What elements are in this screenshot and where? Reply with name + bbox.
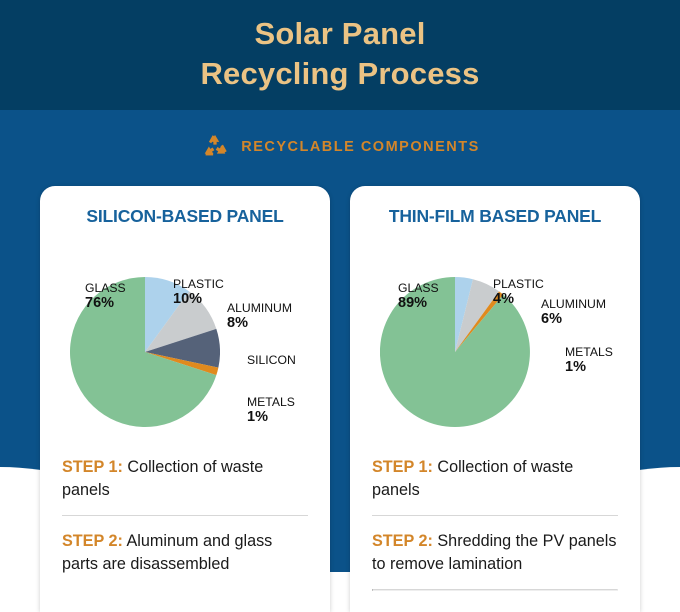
pie-label-aluminum: ALUMINUM 8%	[227, 301, 292, 333]
panel-cards-container: SILICON-BASED PANEL GLASS	[0, 186, 680, 612]
step-label: STEP 2:	[62, 532, 123, 550]
steps-list: STEP 1: Collection of waste panels STEP …	[350, 442, 640, 591]
step-text: Collection of waste panels	[62, 458, 264, 499]
step-label: STEP 1:	[62, 458, 123, 476]
pie-label-glass: GLASS 76%	[85, 281, 126, 313]
subtitle-row: RECYCLABLE COMPONENTS	[0, 132, 680, 162]
pie-label-aluminum: ALUMINUM 6%	[541, 297, 606, 329]
pie-slice-metals	[455, 291, 504, 352]
card-title: SILICON-BASED PANEL	[86, 206, 284, 226]
step-item: STEP 2: Shredding the PV panels to remov…	[372, 515, 618, 589]
step-label: STEP 1:	[372, 458, 433, 476]
pie-slice-plastic	[455, 277, 473, 352]
pie-slice-metals	[145, 352, 219, 376]
pie-label-silicon-name: SILICON	[247, 353, 296, 367]
step-item: STEP 1: Collection of waste panels	[372, 442, 618, 515]
pie-slice-glass	[70, 277, 217, 427]
pie-label-glass-name: GLASS	[398, 281, 439, 295]
pie-slice-plastic	[145, 277, 190, 352]
step-text: Aluminum and glass parts are disassemble…	[62, 532, 273, 573]
card-thin-film-based-panel: THIN-FILM BASED PANEL GLASS 89%	[350, 186, 640, 612]
step-text: Collection of waste panels	[372, 458, 574, 499]
page-title-line1: Solar Panel	[254, 16, 426, 51]
header-band: Solar Panel Recycling Process	[0, 0, 680, 110]
pie-label-plastic: PLASTIC 4%	[493, 277, 544, 309]
card-title: THIN-FILM BASED PANEL	[388, 206, 602, 226]
pie-label-metals-name: METALS	[565, 345, 613, 359]
pie-label-metals: METALS 1%	[247, 395, 295, 427]
page-title: Solar Panel Recycling Process	[0, 14, 680, 93]
page-title-line2: Recycling Process	[200, 55, 480, 91]
pie-label-aluminum-pct: 8%	[227, 315, 248, 332]
pie-label-silicon: SILICON	[247, 353, 296, 367]
pie-label-metals-name: METALS	[247, 395, 295, 409]
pie-label-glass-name: GLASS	[85, 281, 126, 295]
step-text: Shredding the PV panels to remove lamina…	[372, 532, 617, 573]
pie-svg-silicon	[70, 277, 220, 427]
pie-svg-thin-film	[380, 277, 530, 427]
pie-chart-silicon: GLASS 76% PLASTIC 10% ALUMINUM 8% SILICO…	[40, 227, 330, 442]
card-silicon-based-panel: SILICON-BASED PANEL GLASS	[40, 186, 330, 612]
pie-slice-glass	[380, 277, 530, 427]
pie-label-glass-pct: 89%	[398, 295, 428, 312]
pie-slice-silicon	[145, 328, 220, 368]
pie-slice-aluminum	[145, 291, 217, 352]
pie-chart-thin-film: GLASS 89% PLASTIC 4% ALUMINUM 6% METALS …	[350, 227, 640, 442]
pie-label-metals: METALS 1%	[565, 345, 613, 377]
pie-label-aluminum-name: ALUMINUM	[541, 297, 607, 311]
pie-label-plastic-name: PLASTIC	[493, 277, 544, 291]
pie-label-aluminum-pct: 6%	[541, 311, 562, 328]
pie-label-glass-pct: 76%	[85, 295, 115, 312]
pie-label-plastic-pct: 10%	[173, 291, 203, 308]
pie-label-aluminum-name: ALUMINUM	[227, 301, 293, 315]
pie-slice-aluminum	[455, 279, 500, 352]
pie-label-plastic-pct: 4%	[493, 291, 514, 308]
step-divider	[372, 589, 618, 591]
pie-label-plastic: PLASTIC 10%	[173, 277, 224, 309]
pie-label-metals-pct: 1%	[247, 409, 268, 426]
step-item: STEP 1: Collection of waste panels	[62, 442, 308, 515]
steps-list: STEP 1: Collection of waste panels STEP …	[40, 442, 330, 589]
subtitle-text: RECYCLABLE COMPONENTS	[241, 139, 480, 155]
pie-label-plastic-name: PLASTIC	[173, 277, 224, 291]
step-label: STEP 2:	[372, 532, 433, 550]
pie-label-glass: GLASS 89%	[398, 281, 439, 313]
recycle-icon	[200, 132, 230, 162]
step-item: STEP 2: Aluminum and glass parts are dis…	[62, 515, 308, 589]
pie-label-metals-pct: 1%	[565, 359, 586, 376]
